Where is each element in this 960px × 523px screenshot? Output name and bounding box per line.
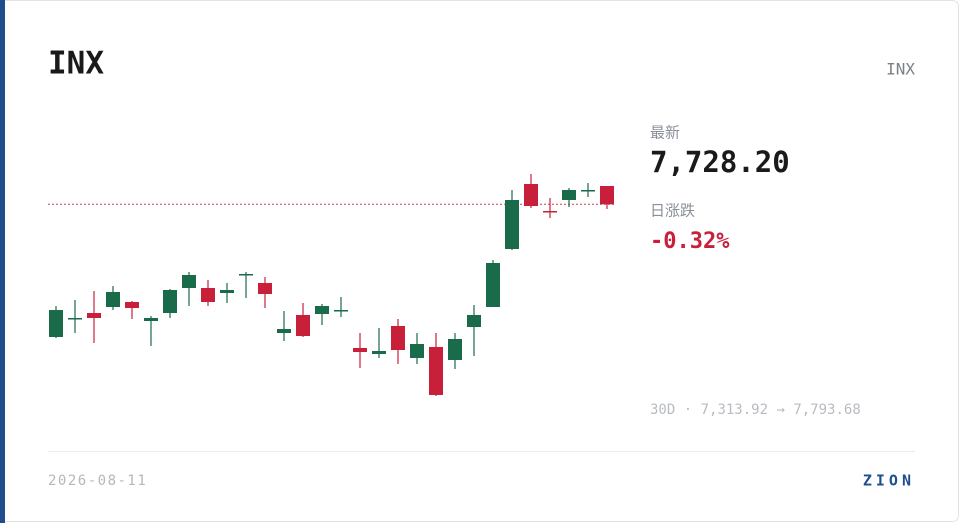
- candle-body: [410, 344, 424, 359]
- candle-body: [353, 348, 367, 353]
- range-low: 7,313.92: [701, 402, 768, 418]
- candle-body: [581, 190, 595, 192]
- candle-body: [429, 347, 443, 396]
- candle-body: [220, 290, 234, 294]
- candle-body: [448, 339, 462, 360]
- candle-body: [144, 318, 158, 322]
- candle-body: [87, 312, 101, 319]
- candle-body: [486, 263, 500, 308]
- candle-body: [543, 211, 557, 213]
- candle-body: [562, 190, 576, 201]
- candle-body: [239, 274, 253, 276]
- brand: ZION: [863, 472, 915, 490]
- candle-body: [49, 310, 63, 338]
- plot: [48, 174, 616, 396]
- candle-body: [315, 306, 329, 314]
- candle-body: [372, 350, 386, 355]
- candle-body: [125, 302, 139, 309]
- candle-body: [391, 326, 405, 350]
- candle-body: [600, 185, 614, 205]
- candle-body: [524, 183, 538, 207]
- date: 2026-08-11: [48, 473, 147, 489]
- candle-body: [296, 314, 310, 337]
- change-value: -0.32%: [650, 229, 730, 254]
- candle-body: [258, 283, 272, 295]
- range-high: 7,793.68: [793, 402, 860, 418]
- candle-body: [163, 290, 177, 313]
- accent-bar: [0, 0, 5, 523]
- candle-body: [505, 200, 519, 249]
- candle-body: [277, 329, 291, 334]
- range-period: 30D: [650, 402, 675, 418]
- candle-body: [201, 287, 215, 303]
- candle-body: [106, 292, 120, 308]
- candle-body: [182, 275, 196, 288]
- title: INX: [48, 46, 104, 82]
- symbol: INX: [886, 60, 915, 79]
- range-text: 30D · 7,313.92 → 7,793.68: [650, 402, 861, 418]
- candle-body: [467, 314, 481, 328]
- candle-body: [68, 318, 82, 320]
- latest-value: 7,728.20: [650, 145, 790, 179]
- candle-body: [334, 310, 348, 312]
- change-label: 日涨跌: [650, 202, 695, 220]
- latest-label: 最新: [650, 124, 680, 142]
